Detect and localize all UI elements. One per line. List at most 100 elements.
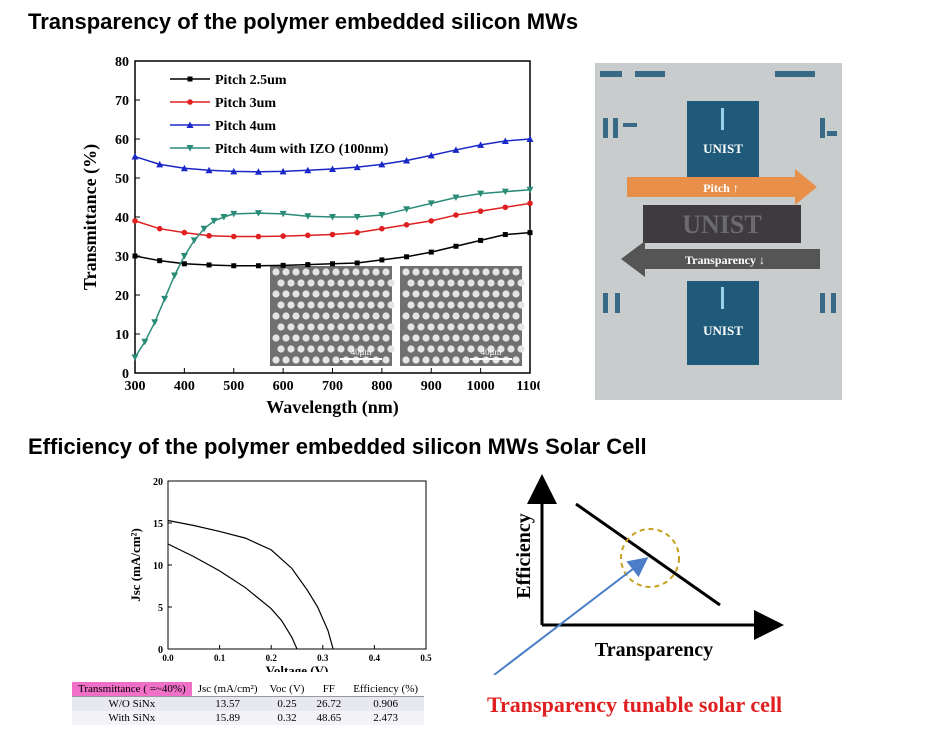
data-point [329, 231, 336, 238]
sem-pillar [317, 301, 325, 309]
data-point [353, 214, 361, 221]
sem-pillar [462, 356, 470, 364]
data-point [230, 210, 238, 218]
sem-pillar [487, 279, 495, 287]
y-tick-label: 5 [158, 603, 163, 614]
data-point [403, 206, 411, 213]
data-point [477, 141, 485, 148]
sem-pillar [407, 323, 415, 331]
sem-pillar [507, 345, 515, 353]
sem-pillar [382, 312, 390, 320]
cell-voc: 0.32 [277, 712, 297, 724]
sem-pillar [432, 356, 440, 364]
sem-pillar [302, 312, 310, 320]
sem-pillar [272, 334, 280, 342]
data-point [230, 167, 238, 175]
data-point [502, 204, 509, 211]
sem-pillar [367, 323, 375, 331]
sem-pillar [377, 279, 385, 287]
legend-marker [186, 121, 194, 128]
device-strip-text: UNIST [682, 210, 761, 239]
logo-text-top: UNIST [703, 141, 743, 156]
sem-pillar [487, 345, 495, 353]
sem-pillar [342, 290, 350, 298]
sem-pillar [452, 312, 460, 320]
sem-pillar [292, 356, 300, 364]
data-point [527, 200, 533, 207]
sem-pillar [277, 345, 285, 353]
sem-pillar [377, 301, 385, 309]
y-tick-label: 20 [153, 477, 163, 488]
data-point [131, 153, 139, 160]
legend-marker [187, 99, 193, 105]
sem-pillar [422, 356, 430, 364]
sem-pillar [402, 268, 410, 276]
x-tick-label: 0.5 [420, 653, 432, 663]
sem-pillar [352, 268, 360, 276]
data-point [453, 243, 459, 249]
sem-pillar [442, 290, 450, 298]
section-title-efficiency: Efficiency of the polymer embedded silic… [28, 434, 647, 459]
sem-pillar [387, 323, 395, 331]
data-point [501, 188, 509, 196]
sem-pillar [287, 345, 295, 353]
jv-chart: 0.0 0.1 0.2 0.3 0.4 0.5 0 5 10 15 20 Voltage (V) Jsc… [128, 477, 432, 672]
sem-pillar [322, 356, 330, 364]
sem-pillar [417, 323, 425, 331]
sem-pillar [272, 312, 280, 320]
sem-pillar [307, 345, 315, 353]
y-axis-label: Jsc (mA/cm²) [128, 528, 143, 602]
data-point [428, 249, 434, 255]
sem-pillar [457, 345, 465, 353]
sem-pillar [332, 290, 340, 298]
sem-pillar [337, 279, 345, 287]
sem-pillar [387, 345, 395, 353]
data-point [156, 160, 164, 168]
sem-image-right: 40μm [400, 266, 525, 366]
logo-text-bottom: UNIST [703, 323, 743, 338]
data-point [526, 186, 534, 194]
x-tick-label: 0.0 [162, 653, 174, 663]
sem-pillar [472, 268, 480, 276]
data-point [206, 232, 212, 239]
jv-curve [167, 519, 334, 650]
sem-pillar [287, 323, 295, 331]
sem-pillar [362, 268, 370, 276]
legend-label: Pitch 4um [215, 119, 276, 134]
data-point [354, 229, 360, 236]
sem-pillar [512, 334, 520, 342]
data-point [220, 214, 228, 221]
legend-label: Pitch 4um with IZO (100nm) [215, 142, 389, 157]
sem-pillar [432, 268, 440, 276]
unist-device-strip [643, 205, 801, 243]
sem-pillar [462, 334, 470, 342]
pitch-label: Pitch ↑ [703, 181, 739, 195]
sem-pillar [457, 323, 465, 331]
jv-curve [167, 543, 298, 650]
sem-pillar [377, 345, 385, 353]
header-voc: Voc (V) [263, 682, 311, 697]
sem-pillar [517, 279, 525, 287]
sem-pillar [352, 312, 360, 320]
sem-pillar [417, 301, 425, 309]
data-point [280, 262, 286, 268]
sem-pillar [482, 312, 490, 320]
sem-pillar [462, 290, 470, 298]
sem-pillar [437, 323, 445, 331]
sem-pillar [347, 345, 355, 353]
sem-pillar [332, 268, 340, 276]
sem-pillar [382, 290, 390, 298]
sem-pillar [497, 323, 505, 331]
data-point [477, 208, 484, 214]
data-point [353, 163, 361, 171]
sem-pillar [277, 279, 285, 287]
data-point [171, 272, 178, 279]
sem-pillar [372, 334, 380, 342]
y-tick-label: 0 [158, 645, 163, 656]
sem-pillar [512, 290, 520, 298]
data-point [329, 214, 336, 221]
sem-pillar [477, 345, 485, 353]
sem-pillar [367, 279, 375, 287]
data-point [181, 261, 187, 267]
